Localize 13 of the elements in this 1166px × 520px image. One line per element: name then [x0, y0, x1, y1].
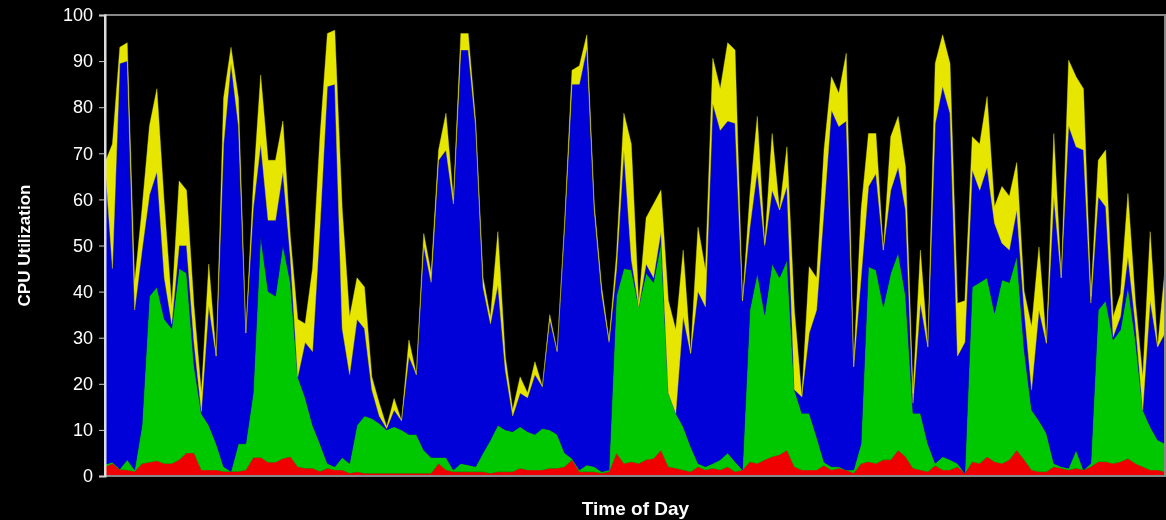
- y-tick-label: 100: [62, 5, 93, 26]
- y-tick-label: 30: [72, 327, 93, 348]
- y-tick-label: 40: [72, 281, 93, 302]
- y-tick-label: 50: [72, 235, 93, 256]
- y-tick-label: 0: [82, 466, 93, 487]
- y-axis-title: CPU Utilization: [15, 184, 34, 307]
- y-tick-label: 20: [72, 374, 93, 395]
- y-tick-label: 90: [72, 51, 93, 72]
- y-tick-label: 70: [72, 143, 93, 164]
- y-tick-label: 10: [72, 420, 93, 441]
- x-axis-title: Time of Day: [581, 498, 690, 519]
- y-tick-label: 80: [72, 97, 93, 118]
- y-tick-label: 60: [72, 189, 93, 210]
